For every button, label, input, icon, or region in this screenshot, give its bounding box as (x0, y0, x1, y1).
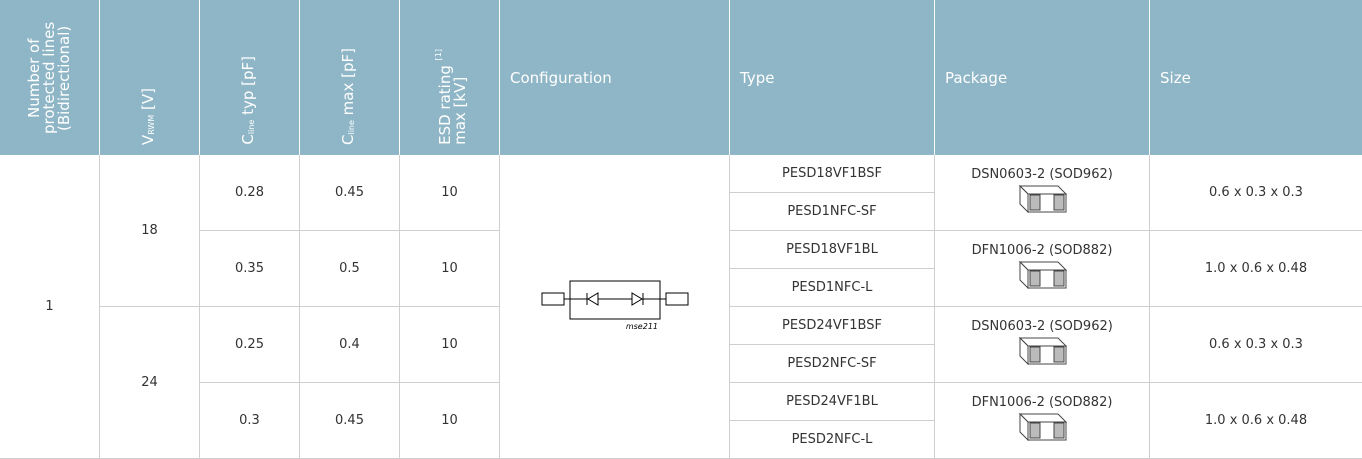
subscript: line (246, 120, 256, 135)
package-icon (1018, 412, 1068, 442)
header-cell: Package (935, 0, 1150, 155)
header-cell: Cline typ [pF] (200, 0, 300, 155)
footnote: [1] (434, 49, 443, 61)
c-max-cell: 0.45 (300, 155, 400, 231)
header-cell: Size (1150, 0, 1362, 155)
header-cell: Type (730, 0, 935, 155)
type-cell: PESD24VF1BSF (730, 307, 935, 345)
header-text: VRWM [V] (138, 87, 159, 145)
package-icon (1018, 260, 1068, 290)
esd-cell: 10 (400, 307, 500, 383)
package-icon (1018, 336, 1068, 366)
size-cell: 1.0 x 0.6 x 0.48 (1150, 231, 1362, 307)
symbol: C (338, 134, 357, 145)
unit: max [pF] (338, 47, 357, 116)
header-text: Number of protected lines (Bidirectional… (25, 21, 73, 134)
unit: [V] (138, 87, 157, 110)
c-typ-cell: 0.25 (200, 307, 300, 383)
c-max-cell: 0.4 (300, 307, 400, 383)
header-cell: Number of protected lines (Bidirectional… (0, 0, 100, 155)
vrwm-cell: 24 (100, 307, 200, 459)
c-max-cell: 0.45 (300, 383, 400, 459)
c-typ-cell: 0.28 (200, 155, 300, 231)
subscript: RWM (146, 114, 156, 135)
symbol: C (238, 134, 257, 145)
esd-cell: 10 (400, 383, 500, 459)
size-cell: 0.6 x 0.3 x 0.3 (1150, 307, 1362, 383)
configuration-diagram: mse211 (541, 280, 688, 331)
type-cell: PESD2NFC-SF (730, 345, 935, 383)
configuration-cell: mse211 (500, 155, 730, 459)
c-typ-cell: 0.35 (200, 231, 300, 307)
header-cell: Cline max [pF] (300, 0, 400, 155)
package-cell: DFN1006-2 (SOD882) (935, 231, 1150, 307)
size-cell: 0.6 x 0.3 x 0.3 (1150, 155, 1362, 231)
symbol: V (138, 134, 157, 145)
unit: typ [pF] (238, 56, 257, 116)
esd-cell: 10 (400, 155, 500, 231)
package-name: DFN1006-2 (SOD882) (971, 243, 1113, 258)
type-cell: PESD18VF1BL (730, 231, 935, 269)
header-cell: VRWM [V] (100, 0, 200, 155)
subscript: line (346, 120, 356, 135)
type-cell: PESD18VF1BSF (730, 155, 935, 193)
vrwm-cell: 18 (100, 155, 200, 307)
lines-cell: 1 (0, 155, 100, 459)
type-cell: PESD2NFC-L (730, 421, 935, 459)
header-text: ESD rating [1] max [kV] (431, 49, 469, 145)
type-cell: PESD1NFC-SF (730, 193, 935, 231)
c-typ-cell: 0.3 (200, 383, 300, 459)
c-max-cell: 0.5 (300, 231, 400, 307)
package-cell: DSN0603-2 (SOD962) (935, 307, 1150, 383)
diagram-label: mse211 (625, 322, 657, 331)
header-text: Cline max [pF] (338, 47, 359, 145)
type-cell: PESD24VF1BL (730, 383, 935, 421)
package-name: DSN0603-2 (SOD962) (971, 319, 1113, 334)
header-cell: ESD rating [1] max [kV] (400, 0, 500, 155)
unit: max [kV] (451, 76, 469, 145)
package-name: DFN1006-2 (SOD882) (971, 395, 1113, 410)
package-cell: DFN1006-2 (SOD882) (935, 383, 1150, 459)
type-cell: PESD1NFC-L (730, 269, 935, 307)
header-cell: Configuration (500, 0, 730, 155)
size-cell: 1.0 x 0.6 x 0.48 (1150, 383, 1362, 459)
package-name: DSN0603-2 (SOD962) (971, 167, 1113, 182)
package-cell: DSN0603-2 (SOD962) (935, 155, 1150, 231)
header-text: Cline typ [pF] (238, 56, 259, 145)
esd-cell: 10 (400, 231, 500, 307)
package-icon (1018, 184, 1068, 214)
